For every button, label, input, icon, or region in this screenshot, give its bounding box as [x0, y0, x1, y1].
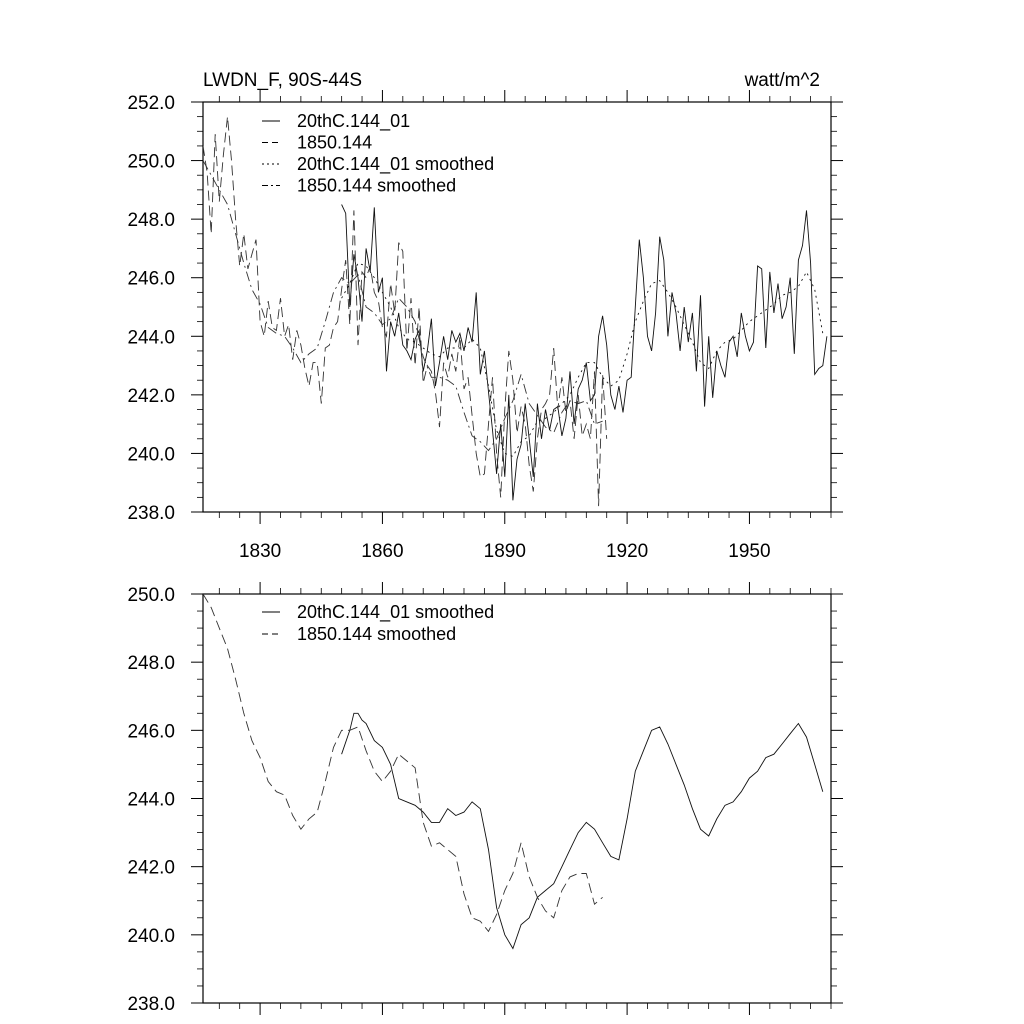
- y-tick-label: 248.0: [127, 210, 175, 231]
- x-tick-label: 1950: [728, 541, 770, 562]
- y-tick-label: 248.0: [127, 653, 175, 674]
- y-tick-label: 242.0: [127, 858, 175, 879]
- y-tick-label: 252.0: [127, 93, 175, 114]
- plot-frame: [202, 593, 832, 1004]
- series-line-1850-144-smoothed: [203, 160, 603, 452]
- legend-label: 20thC.144_01 smoothed: [297, 154, 494, 175]
- series-line-20thc-144-01-smoothed: [341, 712, 824, 950]
- x-tick-label: 1830: [239, 541, 281, 562]
- y-tick-label: 238.0: [127, 503, 175, 524]
- legend-label: 20thC.144_01: [297, 111, 410, 132]
- x-tick-label: 1860: [361, 541, 403, 562]
- y-tick-label: 244.0: [127, 790, 175, 811]
- y-tick-label: 240.0: [127, 926, 175, 947]
- series-line-20thc-144-01: [341, 204, 828, 501]
- x-tick-label: 1920: [606, 541, 648, 562]
- y-tick-label: 244.0: [127, 327, 175, 348]
- y-tick-label: 238.0: [127, 994, 175, 1015]
- legend-label: 1850.144: [297, 133, 372, 153]
- y-tick-label: 242.0: [127, 386, 175, 407]
- legend-label: 20thC.144_01 smoothed: [297, 602, 494, 623]
- series-line-1850-144-smoothed: [203, 594, 603, 933]
- series-line-1850-144: [203, 116, 608, 507]
- legend-label: 1850.144 smoothed: [297, 176, 456, 196]
- y-tick-label: 250.0: [127, 585, 175, 606]
- units-label: watt/m^2: [744, 70, 820, 91]
- y-tick-label: 246.0: [127, 269, 175, 290]
- chart-title: LWDN_F, 90S-44S: [203, 70, 362, 91]
- series-line-20thc-144-01-smoothed: [341, 262, 824, 457]
- top-panel: 1830 1860 1890 1920 1950 238.0 240.0 242.0 244.0…: [127, 90, 843, 562]
- y-tick-label: 240.0: [127, 444, 175, 465]
- y-tick-label: 246.0: [127, 721, 175, 742]
- y-tick-label: 250.0: [127, 152, 175, 173]
- legend-label: 1850.144 smoothed: [297, 624, 456, 644]
- x-tick-label: 1890: [484, 541, 526, 562]
- bottom-panel: 238.0 240.0 242.0 244.0 246.0 248.0 250.0 20thC…: [127, 582, 843, 1015]
